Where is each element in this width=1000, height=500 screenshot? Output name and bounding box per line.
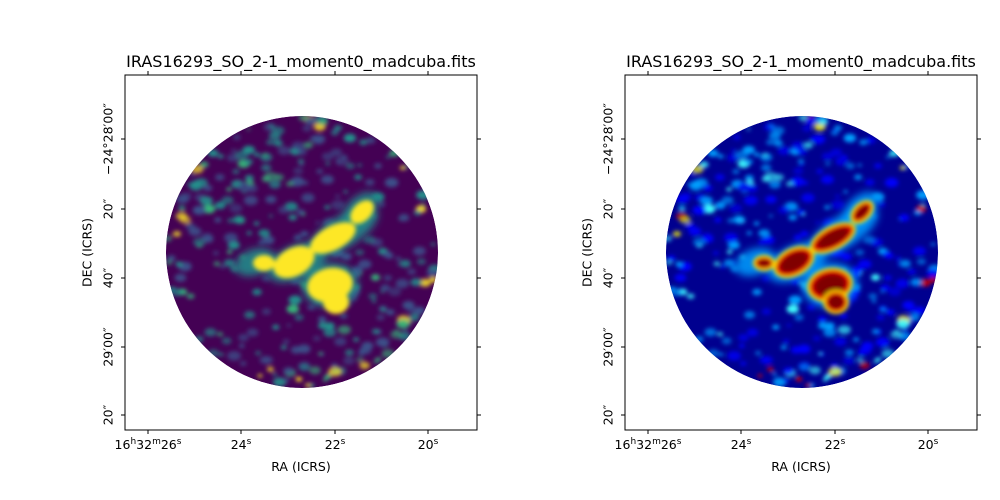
x-axis-label: RA (ICRS) [271, 459, 331, 474]
upper-NE-elongated-lobe [310, 222, 356, 254]
y-tick-label: 40″ [601, 267, 616, 288]
left-panel: IRAS16293_SO_2-1_moment0_madcuba.fits 16h… [80, 52, 481, 474]
y-axis-label: DEC (ICRS) [580, 218, 595, 287]
central-western-clump [273, 245, 315, 279]
chart-title: IRAS16293_SO_2-1_moment0_madcuba.fits [126, 52, 476, 72]
y-tick-label: 20″ [601, 198, 616, 219]
intensity-map [666, 116, 938, 388]
y-tick-label: 20″ [601, 404, 616, 425]
chart-svg: IRAS16293_SO_2-1_moment0_madcuba.fits 16h… [580, 52, 981, 474]
y-tick-label: 29′00″ [601, 327, 616, 367]
intensity-map [166, 116, 438, 388]
x-tick-label: 20s [918, 437, 939, 452]
western-knot [253, 255, 275, 271]
y-tick-label: −24°28′00″ [601, 103, 616, 175]
y-tick-label: 20″ [101, 404, 116, 425]
y-tick-label: 20″ [101, 198, 116, 219]
x-tick-label: 16h32m26s [615, 437, 682, 452]
chart-title: IRAS16293_SO_2-1_moment0_madcuba.fits [626, 52, 976, 72]
x-axis-label: RA (ICRS) [771, 459, 831, 474]
x-tick-label: 24s [731, 437, 752, 452]
y-tick-label: 29′00″ [101, 327, 116, 367]
upper-NE-tail [350, 200, 374, 224]
x-tick-label: 22s [325, 437, 346, 452]
right-panel: IRAS16293_SO_2-1_moment0_madcuba.fits 16h… [500, 0, 1000, 500]
x-tick-label: 20s [418, 437, 439, 452]
x-tick-label: 24s [231, 437, 252, 452]
southern-extension [323, 290, 349, 314]
axes-frame [124, 74, 478, 431]
x-tick-label: 22s [825, 437, 846, 452]
y-tick-label: 40″ [101, 267, 116, 288]
axes-frame [624, 74, 978, 431]
x-tick-label: 16h32m26s [115, 437, 182, 452]
emission-structures [234, 191, 379, 314]
chart-svg: IRAS16293_SO_2-1_moment0_madcuba.fits 16h… [80, 52, 481, 474]
emission-structures [734, 191, 879, 314]
y-axis-label: DEC (ICRS) [80, 218, 95, 287]
y-tick-label: −24°28′00″ [101, 103, 116, 175]
